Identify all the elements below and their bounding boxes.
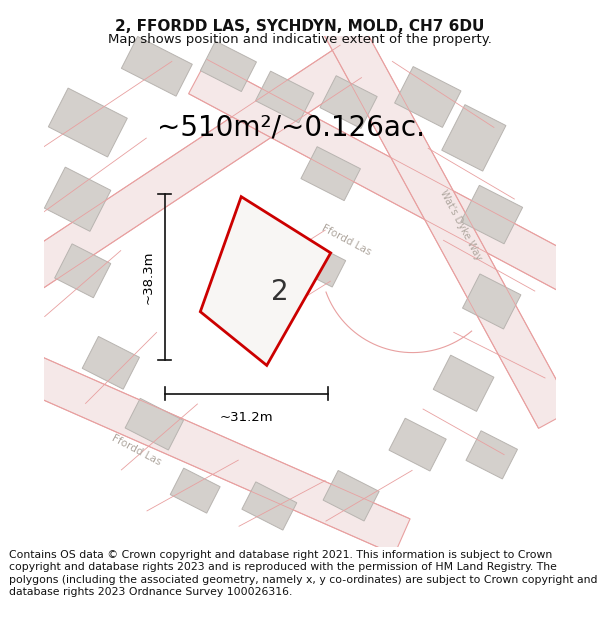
Polygon shape xyxy=(11,350,410,554)
Polygon shape xyxy=(82,336,139,389)
Polygon shape xyxy=(301,147,361,201)
Text: ~510m²/~0.126ac.: ~510m²/~0.126ac. xyxy=(157,114,425,142)
Text: Ffordd Las: Ffordd Las xyxy=(320,223,373,258)
Polygon shape xyxy=(256,71,314,122)
Polygon shape xyxy=(44,167,111,231)
Polygon shape xyxy=(8,45,362,298)
Polygon shape xyxy=(463,274,521,329)
Polygon shape xyxy=(170,468,220,513)
Polygon shape xyxy=(323,471,379,521)
Polygon shape xyxy=(433,355,494,411)
Polygon shape xyxy=(324,16,572,428)
Text: 2: 2 xyxy=(271,278,289,306)
Polygon shape xyxy=(49,88,127,157)
Text: 2, FFORDD LAS, SYCHDYN, MOLD, CH7 6DU: 2, FFORDD LAS, SYCHDYN, MOLD, CH7 6DU xyxy=(115,19,485,34)
Text: Wat's Dyke Way: Wat's Dyke Way xyxy=(438,188,484,262)
Polygon shape xyxy=(320,76,377,129)
Text: ~38.3m: ~38.3m xyxy=(141,251,154,304)
Polygon shape xyxy=(188,59,590,298)
Polygon shape xyxy=(121,36,193,96)
Text: Ffordd Las: Ffordd Las xyxy=(110,432,163,467)
Text: Map shows position and indicative extent of the property.: Map shows position and indicative extent… xyxy=(108,32,492,46)
Polygon shape xyxy=(442,104,506,171)
Polygon shape xyxy=(301,244,346,287)
Polygon shape xyxy=(125,398,184,450)
Polygon shape xyxy=(200,41,256,91)
Polygon shape xyxy=(200,197,331,366)
Polygon shape xyxy=(466,431,517,479)
Polygon shape xyxy=(461,186,523,244)
Text: Contains OS data © Crown copyright and database right 2021. This information is : Contains OS data © Crown copyright and d… xyxy=(9,550,598,598)
Text: ~31.2m: ~31.2m xyxy=(220,411,273,424)
Polygon shape xyxy=(242,482,297,530)
Polygon shape xyxy=(389,418,446,471)
Polygon shape xyxy=(55,244,111,298)
Polygon shape xyxy=(395,67,461,128)
